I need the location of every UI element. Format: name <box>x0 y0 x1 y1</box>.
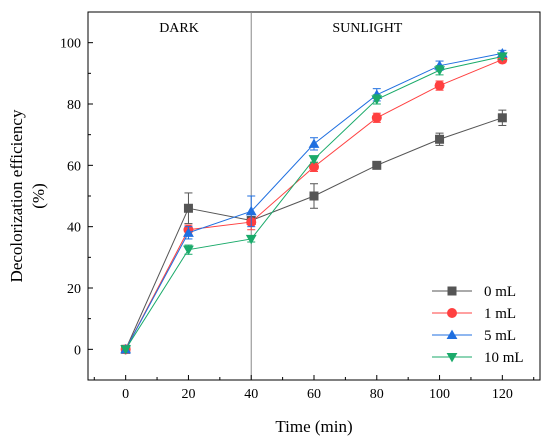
x-tick-label: 80 <box>370 387 384 402</box>
legend-label: 10 mL <box>484 350 524 366</box>
y-tick-label: 40 <box>67 221 81 236</box>
data-point <box>435 134 445 144</box>
region-label: SUNLIGHT <box>332 21 402 36</box>
axes-layer: 0 20 40 60 80 100 120 0 20 40 60 80 100 DARK SUNLIGHT <box>60 11 535 402</box>
legend: 0 mL 1 mL 5 mL 10 mL <box>432 284 524 366</box>
y-tick-label: 60 <box>67 159 81 174</box>
data-point <box>308 138 320 148</box>
y-axis-title-unit: (%) <box>29 183 48 208</box>
data-point <box>447 286 457 296</box>
region-label: DARK <box>159 21 199 36</box>
legend-label: 1 mL <box>484 306 516 322</box>
legend-label: 5 mL <box>484 328 516 344</box>
data-point <box>183 203 193 213</box>
data-point <box>434 80 445 91</box>
x-tick-label: 100 <box>429 387 450 402</box>
data-point <box>309 191 319 201</box>
data-point <box>447 308 457 318</box>
data-point <box>308 155 320 165</box>
data-point <box>434 66 445 76</box>
data-point <box>245 234 257 245</box>
legend-label: 0 mL <box>484 284 516 300</box>
data-point <box>183 245 194 256</box>
legend-item: 10 mL <box>432 350 524 366</box>
series-0 <box>121 109 507 354</box>
data-point <box>446 329 458 340</box>
data-point <box>371 112 382 123</box>
data-point <box>372 160 382 170</box>
x-tick-label: 60 <box>307 387 321 402</box>
data-point <box>446 352 458 363</box>
data-point <box>120 345 132 355</box>
series-layer <box>120 48 508 355</box>
y-tick-label: 20 <box>67 282 81 297</box>
y-tick-label: 80 <box>67 98 81 113</box>
series-3 <box>120 52 508 355</box>
legend-item: 5 mL <box>432 328 516 344</box>
series-line <box>125 117 503 350</box>
y-tick-label: 100 <box>60 37 81 52</box>
x-axis-title: Time (min) <box>275 417 352 436</box>
x-tick-label: 40 <box>244 387 258 402</box>
y-tick-label: 0 <box>74 343 81 358</box>
x-tick-label: 0 <box>122 387 129 402</box>
y-axis-title: Decolorization efficiency <box>7 109 26 282</box>
x-tick-label: 20 <box>181 387 195 402</box>
legend-item: 0 mL <box>432 284 516 300</box>
data-point <box>371 95 383 105</box>
legend-item: 1 mL <box>432 306 516 322</box>
data-point <box>309 161 319 172</box>
data-point <box>497 113 507 123</box>
x-tick-label: 120 <box>492 387 513 402</box>
data-point <box>496 52 508 62</box>
data-point <box>183 227 194 237</box>
data-point <box>245 205 257 216</box>
